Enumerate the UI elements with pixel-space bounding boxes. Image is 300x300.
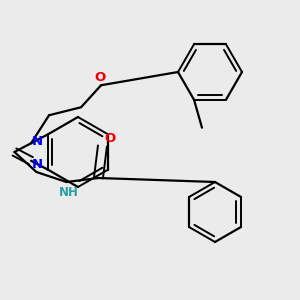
Text: O: O xyxy=(94,71,106,84)
Text: NH: NH xyxy=(58,187,78,200)
Text: N: N xyxy=(32,158,43,171)
Text: O: O xyxy=(105,131,116,145)
Text: N: N xyxy=(32,135,43,148)
